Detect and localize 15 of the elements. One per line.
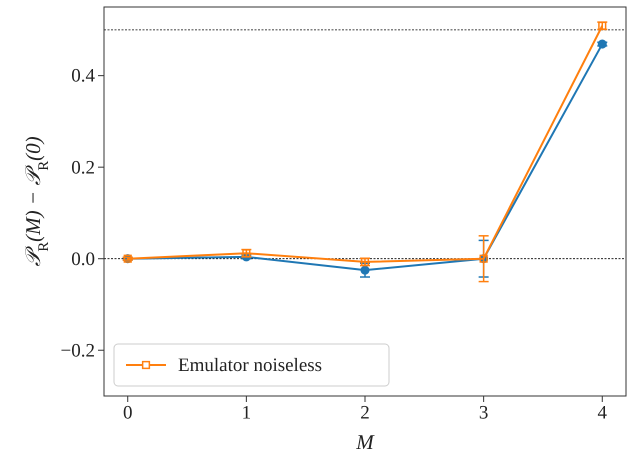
x-tick-label: 3 <box>478 402 488 424</box>
x-tick-label: 0 <box>122 402 132 424</box>
legend-label: Emulator noiseless <box>178 355 322 376</box>
x-tick-label: 1 <box>242 402 252 424</box>
point <box>598 22 606 30</box>
y-tick-label: −0.2 <box>60 340 95 362</box>
point <box>360 266 370 275</box>
y-tick-label: 0.2 <box>71 157 95 178</box>
point <box>598 40 607 49</box>
x-axis-title: M <box>355 430 376 454</box>
x-tick-label: 2 <box>360 402 370 424</box>
point <box>242 249 250 258</box>
x-tick-label: 4 <box>598 402 608 424</box>
y-tick-label: 0.0 <box>71 248 95 270</box>
y-tick-label: 0.4 <box>71 66 96 87</box>
